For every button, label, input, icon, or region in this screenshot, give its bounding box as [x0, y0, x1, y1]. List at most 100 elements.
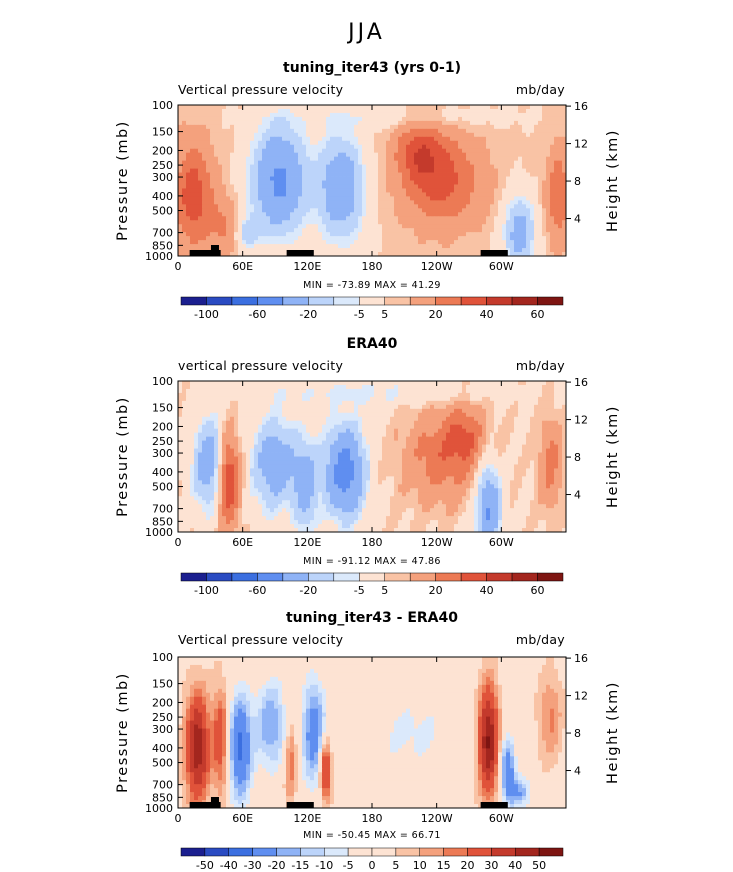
heatmap-cell [302, 176, 307, 181]
heatmap-cell [390, 396, 395, 402]
heatmap-cell [230, 136, 235, 142]
heatmap-cell [450, 172, 455, 177]
heatmap-cell [178, 156, 183, 162]
heatmap-cell [298, 224, 303, 229]
heatmap-cell [306, 236, 311, 241]
heatmap-cell [294, 168, 299, 173]
heatmap-cell [366, 120, 371, 126]
heatmap-cell [226, 396, 231, 402]
heatmap-cell [422, 220, 427, 225]
heatmap-cell [314, 204, 319, 209]
heatmap-cell [206, 240, 211, 245]
heatmap-cell [202, 108, 207, 114]
heatmap-cell [458, 120, 463, 126]
heatmap-cell [342, 192, 347, 197]
heatmap-cell [454, 220, 459, 225]
heatmap-cell [190, 152, 195, 158]
heatmap-cell [434, 240, 439, 245]
heatmap-cell [198, 128, 203, 134]
heatmap-cell [358, 216, 363, 221]
heatmap-cell [514, 384, 519, 390]
heatmap-cell [282, 412, 287, 418]
heatmap-cell [190, 232, 195, 237]
heatmap-cell [326, 220, 331, 225]
heatmap-cell [478, 136, 483, 142]
heatmap-cell [354, 156, 359, 162]
heatmap-cell [458, 404, 463, 410]
heatmap-cell [202, 232, 207, 237]
heatmap-cell [230, 400, 235, 406]
heatmap-cell [370, 184, 375, 189]
heatmap-cell [406, 208, 411, 213]
heatmap-cell [234, 240, 239, 245]
heatmap-cell [382, 244, 387, 249]
heatmap-cell [442, 384, 447, 390]
heatmap-cell [378, 208, 383, 213]
heatmap-cell [370, 420, 375, 426]
heatmap-cell [226, 232, 231, 237]
heatmap-cell [390, 212, 395, 217]
heatmap-cell [482, 112, 487, 118]
heatmap-cell [206, 388, 211, 394]
heatmap-cell [418, 188, 423, 193]
heatmap-cell [550, 192, 555, 197]
heatmap-cell [446, 388, 451, 394]
heatmap-cell [306, 105, 311, 110]
heatmap-cell [522, 176, 527, 181]
heatmap-cell [442, 188, 447, 193]
heatmap-cell [374, 116, 379, 122]
heatmap-cell [254, 152, 259, 158]
heatmap-cell [230, 105, 235, 110]
heatmap-cell [518, 204, 523, 209]
heatmap-cell [462, 140, 467, 146]
heatmap-cell [298, 236, 303, 241]
heatmap-cell [430, 212, 435, 217]
heatmap-cell [338, 132, 343, 138]
heatmap-cell [266, 148, 271, 154]
heatmap-cell [254, 105, 259, 110]
heatmap-cell [558, 116, 563, 122]
heatmap-cell [510, 120, 515, 126]
heatmap-cell [294, 204, 299, 209]
heatmap-cell [262, 192, 267, 197]
heatmap-cell [342, 136, 347, 142]
heatmap-cell [486, 140, 491, 146]
heatmap-cell [562, 192, 567, 197]
heatmap-cell [234, 212, 239, 217]
heatmap-cell [306, 152, 311, 158]
heatmap-cell [506, 248, 511, 253]
heatmap-cell [450, 220, 455, 225]
heatmap-cell [366, 144, 371, 150]
heatmap-cell [346, 388, 351, 394]
heatmap-cell [470, 160, 475, 165]
heatmap-cell [274, 156, 279, 162]
heatmap-cell [462, 240, 467, 245]
heatmap-cell [494, 244, 499, 249]
heatmap-cell [218, 184, 223, 189]
heatmap-cell [502, 136, 507, 142]
heatmap-cell [330, 381, 335, 386]
heatmap-cell [262, 416, 267, 422]
heatmap-cell [546, 400, 551, 406]
heatmap-cell [562, 128, 567, 134]
heatmap-cell [542, 232, 547, 237]
heatmap-cell [262, 240, 267, 245]
heatmap-cell [522, 208, 527, 213]
heatmap-cell [422, 212, 427, 217]
heatmap-cell [366, 164, 371, 169]
heatmap-cell [254, 160, 259, 165]
heatmap-cell [386, 224, 391, 229]
heatmap-cell [398, 172, 403, 177]
heatmap-cell [470, 412, 475, 418]
heatmap-cell [530, 152, 535, 158]
heatmap-cell [542, 128, 547, 134]
heatmap-cell [238, 188, 243, 193]
heatmap-cell [254, 188, 259, 193]
heatmap-cell [274, 252, 279, 257]
heatmap-cell [290, 164, 295, 169]
heatmap-cell [302, 428, 307, 434]
heatmap-cell [490, 416, 495, 422]
heatmap-cell [522, 404, 527, 410]
heatmap-cell [330, 412, 335, 418]
heatmap-cell [374, 152, 379, 158]
